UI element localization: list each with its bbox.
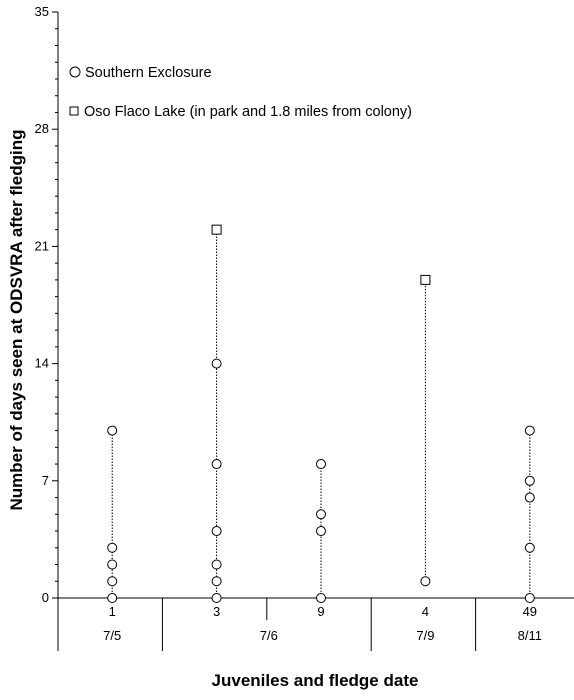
x-axis-title: Juveniles and fledge date	[212, 671, 419, 690]
circle-point	[107, 425, 118, 436]
date-group-label: 7/5	[103, 628, 121, 643]
circle-point	[107, 542, 118, 553]
legend-circle-marker	[69, 66, 81, 78]
date-group-label: 7/9	[416, 628, 434, 643]
legend: Southern Exclosure Oso Flaco Lake (in pa…	[69, 65, 412, 120]
circle-point	[211, 559, 222, 570]
circle-point	[524, 593, 535, 603]
circle-point	[524, 425, 535, 436]
y-tick-label: 0	[42, 590, 49, 605]
circle-point	[107, 559, 118, 570]
circle-point	[316, 509, 326, 520]
circle-point	[316, 459, 326, 470]
y-tick-label: 14	[35, 356, 49, 371]
date-group-label: 7/6	[260, 628, 278, 643]
circle-point	[420, 576, 431, 587]
circle-point	[211, 593, 222, 603]
y-axis-title: Number of days seen at ODSVRA after fled…	[7, 130, 26, 511]
y-tick-label: 35	[35, 4, 49, 19]
circle-point	[316, 526, 326, 537]
x-tick-label: 3	[213, 604, 220, 619]
range-lines	[111, 229, 531, 598]
circle-point	[107, 576, 118, 587]
circle-point	[524, 492, 535, 503]
y-tick-label: 21	[35, 238, 49, 253]
legend-label-southern-exclosure: Southern Exclosure	[85, 65, 212, 81]
legend-square-marker	[69, 106, 79, 116]
square-point	[211, 224, 222, 235]
x-tick-label: 49	[523, 604, 537, 619]
y-tick-label: 28	[35, 121, 49, 136]
x-tick-label: 4	[422, 604, 429, 619]
date-group-label: 8/11	[518, 628, 542, 643]
circle-point	[211, 526, 222, 537]
circle-point	[316, 593, 326, 603]
axes: 0 7 14 21 28 35 1 3 9 4 49 7/5 7/6 7/9 8/11	[35, 4, 574, 651]
circle-point	[211, 459, 222, 470]
square-point	[420, 274, 431, 285]
x-tick-label: 1	[109, 604, 116, 619]
x-tick-label: 9	[317, 604, 324, 619]
circle-point	[211, 576, 222, 587]
circle-point	[524, 542, 535, 553]
y-tick-label: 7	[42, 473, 49, 488]
circle-point	[211, 358, 222, 369]
legend-label-oso-flaco-lake: Oso Flaco Lake (in park and 1.8 miles fr…	[84, 104, 412, 120]
circle-point	[524, 475, 535, 486]
circle-point	[107, 593, 118, 603]
data-points	[107, 224, 535, 603]
